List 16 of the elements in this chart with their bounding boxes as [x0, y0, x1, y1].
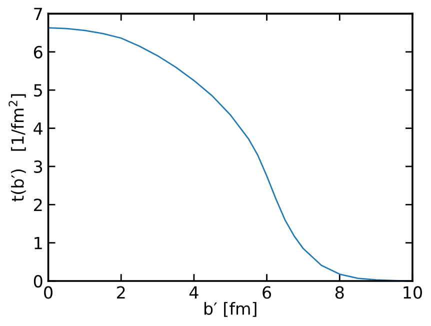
y-tick-label: 0: [34, 274, 42, 288]
x-tick-label: 10: [404, 286, 422, 299]
x-tick-label: 2: [117, 286, 125, 299]
y-tick-label: 7: [34, 8, 42, 20]
y-tick-label: 3: [34, 160, 42, 174]
y-tick-label: 6: [34, 46, 42, 58]
x-axis-title: b′ [fm]: [204, 302, 256, 317]
y-tick-label: 4: [34, 122, 42, 135]
y-tick-label: 5: [34, 84, 42, 97]
x-tick-label: 4: [189, 286, 198, 299]
x-tick-label: 8: [335, 286, 344, 299]
x-tick-label: 0: [44, 286, 52, 299]
x-tick-label: 6: [262, 286, 272, 299]
y-tick-label: 1: [34, 237, 42, 250]
y-tick-label: 2: [34, 198, 42, 211]
y-axis-title: t(b′) [1/fm$^{2}$]: [8, 94, 26, 202]
